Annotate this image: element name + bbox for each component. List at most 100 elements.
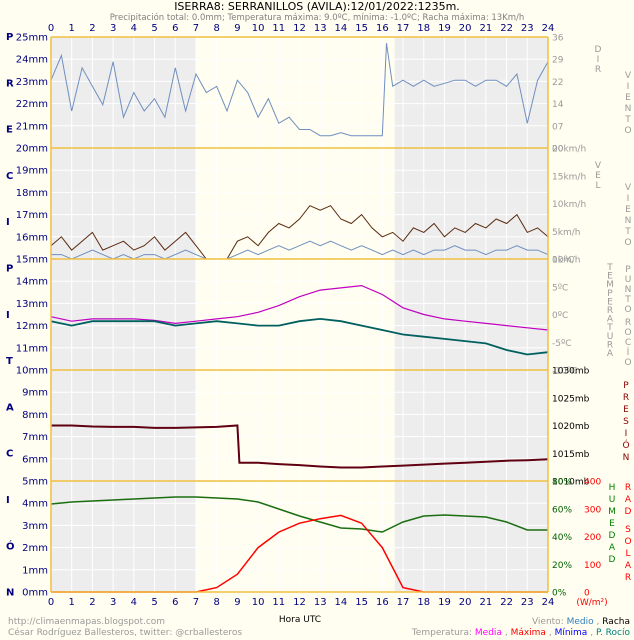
hour-tick-top: 6 — [172, 23, 178, 34]
pressure-side-label: N — [623, 453, 630, 463]
dew-side-label: P — [625, 265, 631, 275]
precip-tick-label: 11mm — [16, 343, 48, 354]
hour-tick-bottom: 13 — [314, 597, 327, 608]
hour-tick-bottom: 4 — [131, 597, 137, 608]
precipitation-label-letter: A — [6, 402, 14, 413]
precipitation-label-letter: I — [6, 310, 10, 321]
temperature-side-label: E — [607, 297, 613, 307]
humidity-tick: 60% — [552, 505, 572, 515]
hour-tick-bottom: 21 — [480, 597, 493, 608]
precip-tick-label: 4mm — [22, 499, 48, 510]
precip-tick-label: 3mm — [22, 521, 48, 532]
precip-tick-label: 1mm — [22, 565, 48, 576]
hour-tick-top: 10 — [252, 23, 265, 34]
hour-tick-bottom: 20 — [459, 597, 472, 608]
radiation-side-label: R — [625, 483, 631, 493]
hour-tick-top: 16 — [376, 23, 389, 34]
humidity-tick: 40% — [552, 533, 572, 543]
hour-tick-top: 15 — [355, 23, 368, 34]
hour-tick-top: 4 — [131, 23, 137, 34]
hour-tick-top: 7 — [193, 23, 199, 34]
hour-tick-top: 12 — [293, 23, 306, 34]
temperature-side-label: P — [607, 289, 613, 299]
hour-tick-bottom: 7 — [193, 597, 199, 608]
wind-speed-tick: 0km/h — [552, 256, 580, 266]
dew-side-label: O — [624, 358, 631, 368]
pressure-side-label: R — [623, 393, 629, 403]
precip-tick-label: 6mm — [22, 454, 48, 465]
hour-tick-bottom: 10 — [252, 597, 265, 608]
radiation-side-label: S — [625, 525, 631, 535]
temperature-side-label: E — [607, 272, 613, 282]
hour-tick-top: 11 — [272, 23, 285, 34]
radiation-side-label: A — [625, 561, 632, 571]
hour-tick-bottom: 3 — [110, 597, 116, 608]
precipitation-label-letter: C — [6, 171, 13, 182]
data-lines — [50, 43, 549, 593]
dew-side-label: Í — [627, 346, 630, 358]
precipitation-label-letter: P — [6, 32, 13, 43]
hour-tick-bottom: 8 — [213, 597, 219, 608]
night-shade-morning — [51, 37, 196, 592]
precip-tick-label: 12mm — [16, 321, 48, 332]
footer-link[interactable]: http://climaenmapas.blogspot.com — [8, 617, 165, 627]
wind-speed-side-label: E — [595, 171, 601, 181]
wind-direction-tick: 29 — [552, 56, 564, 66]
temperature-legend: Temperatura: Media , Máxima , Mínima , P… — [411, 628, 631, 638]
precip-tick-label: 13mm — [16, 299, 48, 310]
wind-direction-tick: 00 — [552, 145, 564, 155]
hour-tick-bottom: 22 — [500, 597, 513, 608]
precipitation-label-letter: T — [6, 356, 13, 367]
wind-dir-side-label: T — [624, 115, 631, 125]
hour-tick-top: 5 — [151, 23, 157, 34]
precip-tick-label: 18mm — [16, 188, 48, 199]
hour-tick-bottom: 16 — [376, 597, 389, 608]
wind-legend: Viento: Medio , Racha — [532, 617, 630, 627]
wind-direction-tick: 36 — [552, 34, 564, 44]
precip-tick-label: 15mm — [16, 255, 48, 266]
temperature-side-label: A — [607, 315, 614, 325]
hour-tick-top: 19 — [438, 23, 451, 34]
dew-side-label: N — [625, 285, 632, 295]
temperature-tick: 0ºC — [552, 311, 568, 321]
precipitation-label-letter: R — [6, 78, 14, 89]
wind-direction-line — [50, 43, 549, 137]
pressure-line — [51, 424, 549, 469]
pressure-side-label: S — [623, 417, 629, 427]
dew-side-label: C — [625, 338, 631, 348]
humidity-tick: 0% — [552, 589, 567, 599]
wind-speed-side-label: T — [624, 227, 631, 237]
wind-dir-side-label: I — [597, 55, 600, 65]
hour-tick-top: 2 — [89, 23, 95, 34]
wind-speed-side-label: L — [595, 181, 600, 191]
hour-tick-bottom: 24 — [542, 597, 555, 608]
hour-tick-top: 18 — [417, 23, 430, 34]
humidity-side-label: D — [609, 531, 616, 541]
radiation-tick: 400 — [584, 478, 601, 488]
temperature-side-label: A — [607, 349, 614, 359]
precip-tick-label: 17mm — [16, 210, 48, 221]
precipitation-label-letter: N — [6, 588, 14, 599]
hour-tick-bottom: 18 — [417, 597, 430, 608]
precip-tick-label: 24mm — [16, 55, 48, 66]
hour-tick-bottom: 23 — [521, 597, 534, 608]
precipitation-label-letter: E — [6, 125, 13, 136]
dew-side-label: O — [624, 305, 631, 315]
temperature-tick: 5ºC — [552, 283, 568, 293]
precip-tick-label: 22mm — [16, 99, 48, 110]
wind-speed-side-label: V — [595, 161, 602, 171]
precipitation-label-letter: P — [6, 264, 13, 275]
radiation-unit: (W/m²) — [576, 598, 607, 608]
hour-tick-top: 17 — [397, 23, 410, 34]
pressure-side-label: P — [623, 381, 629, 391]
wind-speed-side-label: O — [624, 238, 631, 248]
radiation-side-label: O — [624, 537, 631, 547]
hour-tick-bottom: 9 — [234, 597, 240, 608]
hour-tick-bottom: 0 — [48, 597, 54, 608]
hour-tick-bottom: 6 — [172, 597, 178, 608]
wind-dir-side-label: E — [625, 93, 631, 103]
hour-tick-bottom: 15 — [355, 597, 368, 608]
wind-speed-tick: 15km/h — [552, 172, 586, 182]
radiation-tick: 100 — [584, 561, 601, 571]
